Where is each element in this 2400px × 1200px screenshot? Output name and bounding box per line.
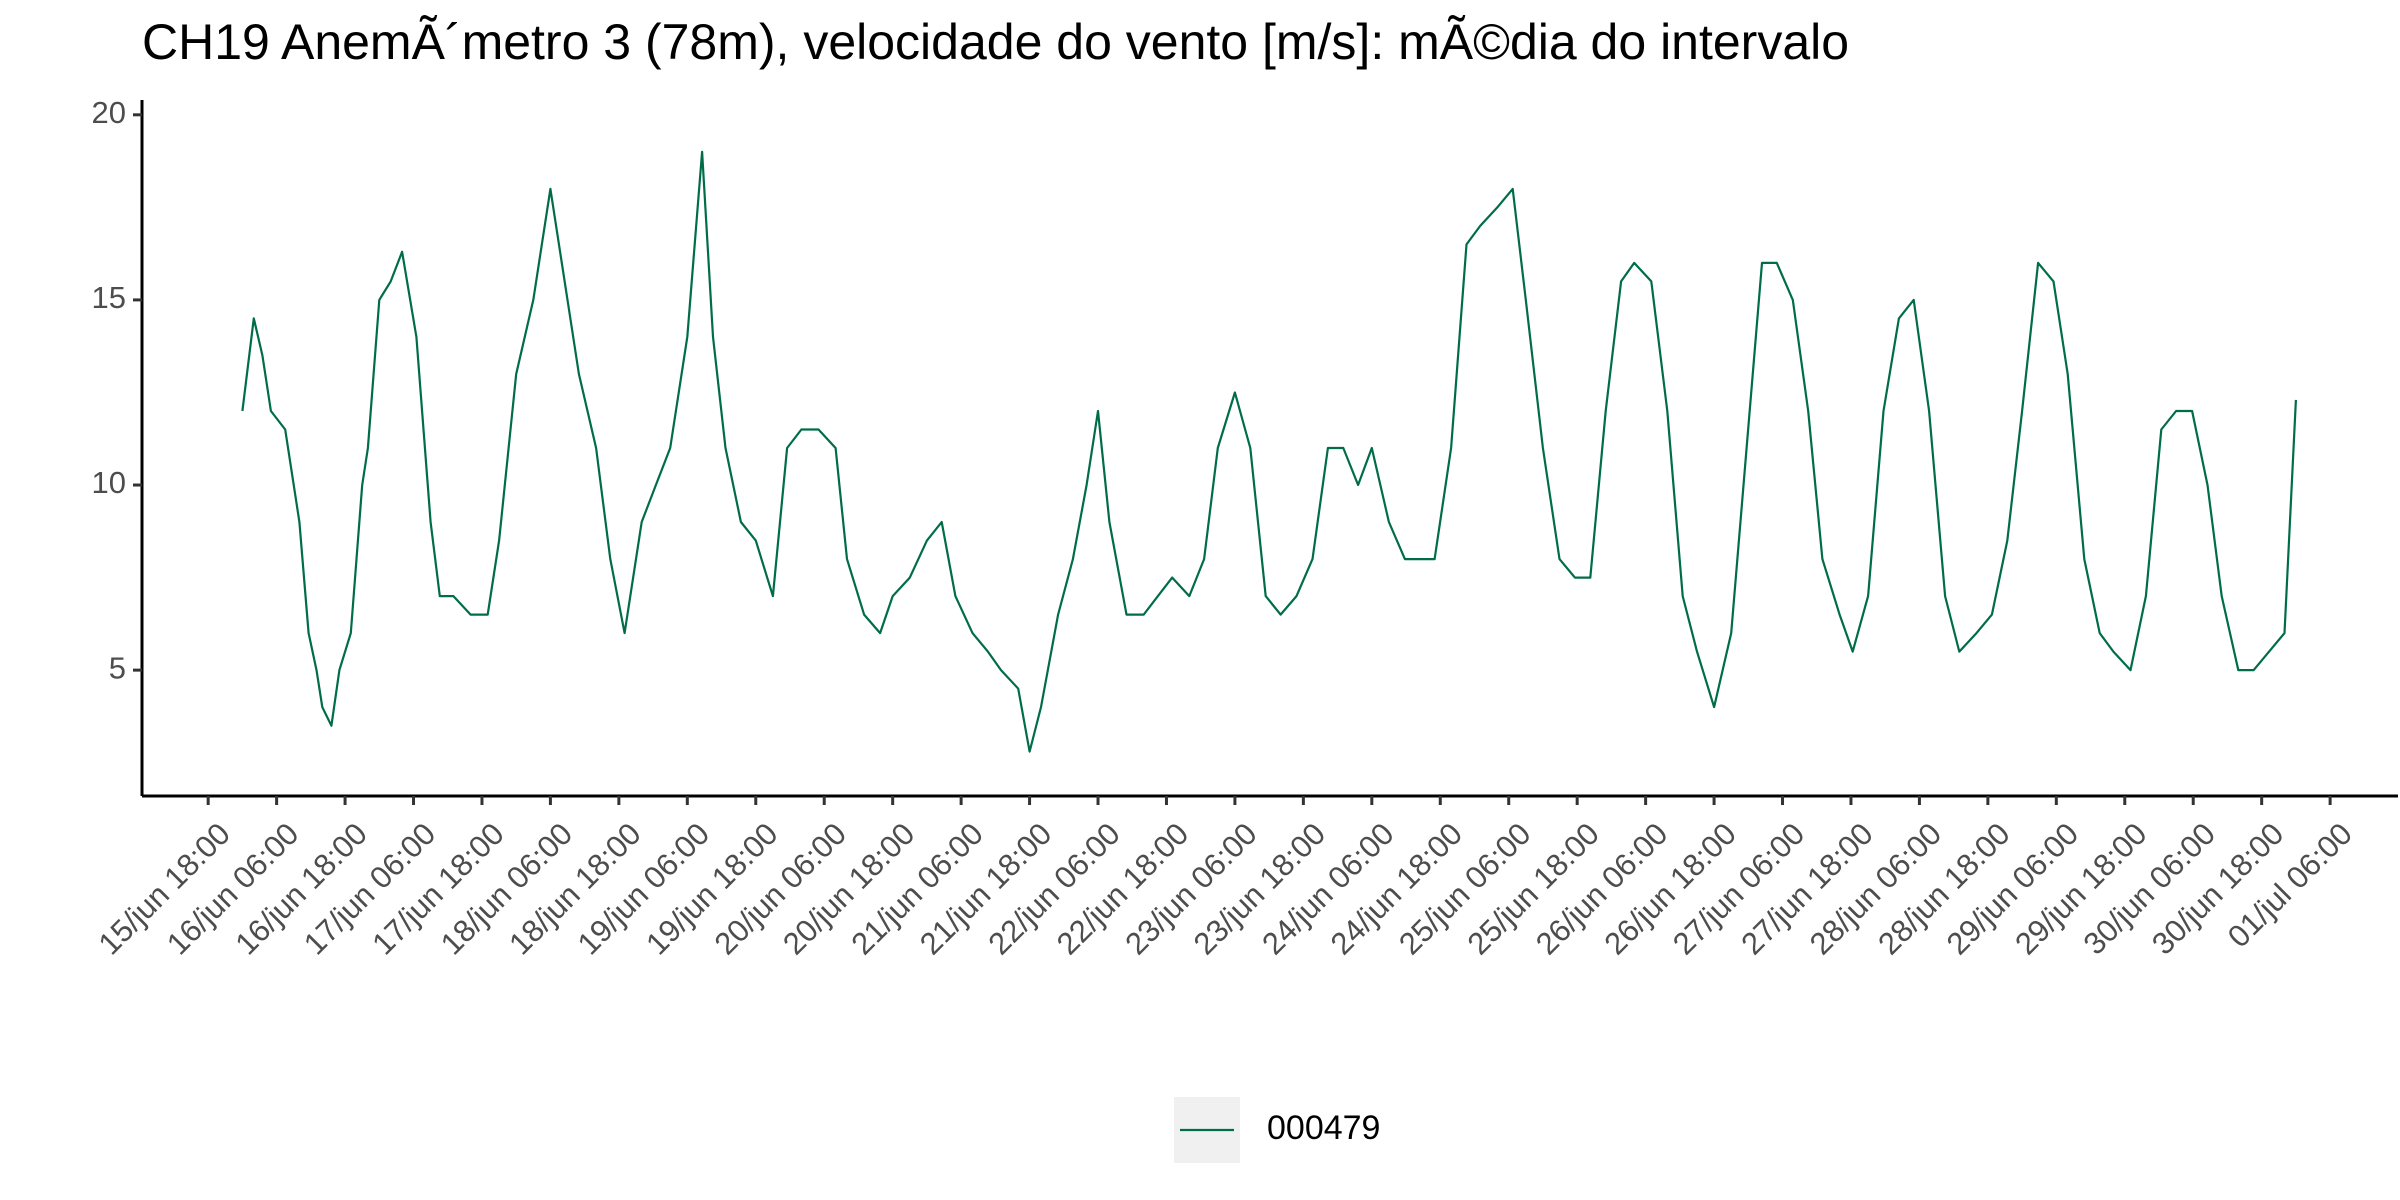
y-tick-label: 15 xyxy=(92,280,126,315)
y-tick-label: 5 xyxy=(109,650,126,685)
chart-title: CH19 AnemÃ´metro 3 (78m), velocidade do … xyxy=(142,14,1849,70)
line xyxy=(241,150,2297,753)
legend-label: 000479 xyxy=(1267,1109,1380,1147)
y-tick-label: 20 xyxy=(92,95,126,130)
y-tick-label: 10 xyxy=(92,465,126,500)
